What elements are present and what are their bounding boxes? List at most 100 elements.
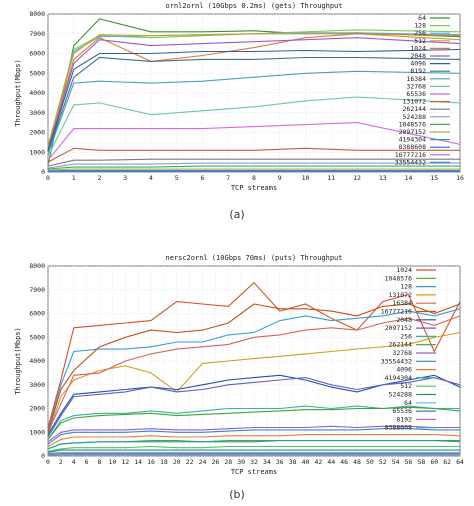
legend-entry-9: 32768	[406, 82, 426, 90]
legend-entry-19: 33554432	[395, 158, 426, 166]
y-tick-label: 7000	[29, 30, 45, 38]
x-tick-label: 46	[340, 458, 348, 466]
series-line-7	[47, 56, 461, 153]
legend-entry-17: 8388608	[399, 143, 426, 151]
series-line-16	[47, 451, 460, 455]
x-tick-label: 16	[147, 458, 155, 466]
series-line-15	[47, 168, 460, 171]
x-tick-label: 3	[123, 174, 127, 182]
legend-entry-1: 128	[414, 22, 426, 30]
legend-entry-13: 524288	[403, 113, 427, 121]
x-tick-label: 60	[430, 458, 438, 466]
series-line-6	[47, 48, 461, 151]
legend-entry-14: 512	[400, 382, 412, 390]
legend-entry-4: 16384	[392, 299, 412, 307]
legend-entry-9: 262144	[389, 341, 413, 349]
x-tick-label: 52	[379, 458, 387, 466]
x-tick-label: 58	[417, 458, 425, 466]
x-tick-label: 24	[199, 458, 207, 466]
y-tick-label: 0	[41, 168, 45, 176]
legend-entry-15: 2097152	[399, 128, 426, 136]
y-tick-label: 3000	[29, 109, 45, 117]
x-tick-label: 5	[175, 174, 179, 182]
x-tick-label: 11	[327, 174, 335, 182]
x-tick-label: 8	[252, 174, 256, 182]
legend-entry-3: 131072	[389, 291, 413, 299]
legend-entry-5: 2048	[410, 52, 426, 60]
x-tick-label: 50	[366, 458, 374, 466]
legend-entry-18: 8192	[396, 415, 412, 423]
series-line-8	[47, 70, 461, 155]
series-line-13	[47, 440, 460, 450]
chart-a-svg: ornl2ornl (10Gbps 0.2ms) (gets) Throughp…	[14, 2, 464, 192]
x-tick-label: 10	[108, 458, 116, 466]
x-tick-label: 44	[327, 458, 335, 466]
legend-entry-2: 256	[414, 29, 426, 37]
series-line-9	[47, 406, 461, 440]
x-tick-label: 34	[263, 458, 271, 466]
y-tick-label: 4000	[29, 89, 45, 97]
series-line-14	[47, 165, 460, 170]
x-tick-label: 16	[456, 174, 464, 182]
x-tick-label: 56	[405, 458, 413, 466]
legend-entry-2: 128	[400, 283, 412, 291]
x-axis-label: TCP streams	[231, 184, 277, 192]
y-tick-label: 5000	[29, 333, 45, 341]
x-tick-label: 0	[46, 174, 50, 182]
y-tick-label: 7000	[29, 286, 45, 294]
y-tick-label: 3000	[29, 381, 45, 389]
legend-entry-12: 262144	[403, 105, 427, 113]
x-tick-label: 22	[186, 458, 194, 466]
series-line-3	[47, 331, 461, 435]
series-line-10	[47, 425, 460, 443]
legend-entry-0: 64	[418, 14, 426, 22]
series-line-5	[47, 303, 461, 433]
x-tick-label: 18	[160, 458, 168, 466]
series-line-11	[47, 428, 460, 445]
series-line-10	[47, 122, 461, 161]
legend-entry-14: 1048576	[399, 120, 426, 128]
caption-b: (b)	[229, 488, 245, 501]
x-tick-label: 0	[46, 458, 50, 466]
x-axis-label: TCP streams	[231, 468, 277, 476]
y-tick-label: 1000	[29, 148, 45, 156]
series-line-18	[47, 453, 460, 456]
x-tick-label: 14	[134, 458, 142, 466]
x-tick-label: 26	[211, 458, 219, 466]
x-tick-label: 42	[314, 458, 322, 466]
x-tick-label: 1	[72, 174, 76, 182]
chart-b: nersc2ornl (10Gbps 70ms) (puts) Throughp…	[0, 252, 474, 506]
x-tick-label: 12	[121, 458, 129, 466]
legend-entry-16: 4194304	[399, 136, 426, 144]
legend-entry-8: 256	[400, 332, 412, 340]
legend-entry-10: 65536	[406, 90, 426, 98]
legend-entry-19: 8388608	[385, 424, 412, 432]
legend-entry-8: 16384	[406, 75, 426, 83]
legend-entry-10: 32768	[392, 349, 412, 357]
y-tick-label: 5000	[29, 69, 45, 77]
y-tick-label: 0	[41, 452, 45, 460]
chart-b-svg: nersc2ornl (10Gbps 70ms) (puts) Throughp…	[14, 254, 464, 476]
legend-entry-7: 2097152	[385, 324, 412, 332]
x-tick-label: 6	[201, 174, 205, 182]
legend-entry-18: 16777216	[395, 151, 426, 159]
series-line-4	[47, 33, 461, 149]
series-line-14	[47, 445, 460, 452]
series-line-11	[47, 147, 460, 163]
y-tick-label: 6000	[29, 310, 45, 318]
x-tick-label: 2	[59, 458, 63, 466]
series-line-13	[47, 162, 460, 169]
legend-entry-0: 1024	[396, 266, 412, 274]
y-tick-label: 4000	[29, 357, 45, 365]
x-tick-label: 13	[379, 174, 387, 182]
x-tick-label: 4	[149, 174, 153, 182]
x-tick-label: 30	[237, 458, 245, 466]
x-tick-label: 62	[443, 458, 451, 466]
series-line-15	[47, 449, 460, 453]
x-tick-label: 20	[173, 458, 181, 466]
legend-entry-12: 4096	[396, 366, 412, 374]
x-tick-label: 54	[392, 458, 400, 466]
legend-entry-5: 16777216	[381, 308, 412, 316]
legend-entry-6: 4096	[410, 60, 426, 68]
x-tick-label: 15	[430, 174, 438, 182]
